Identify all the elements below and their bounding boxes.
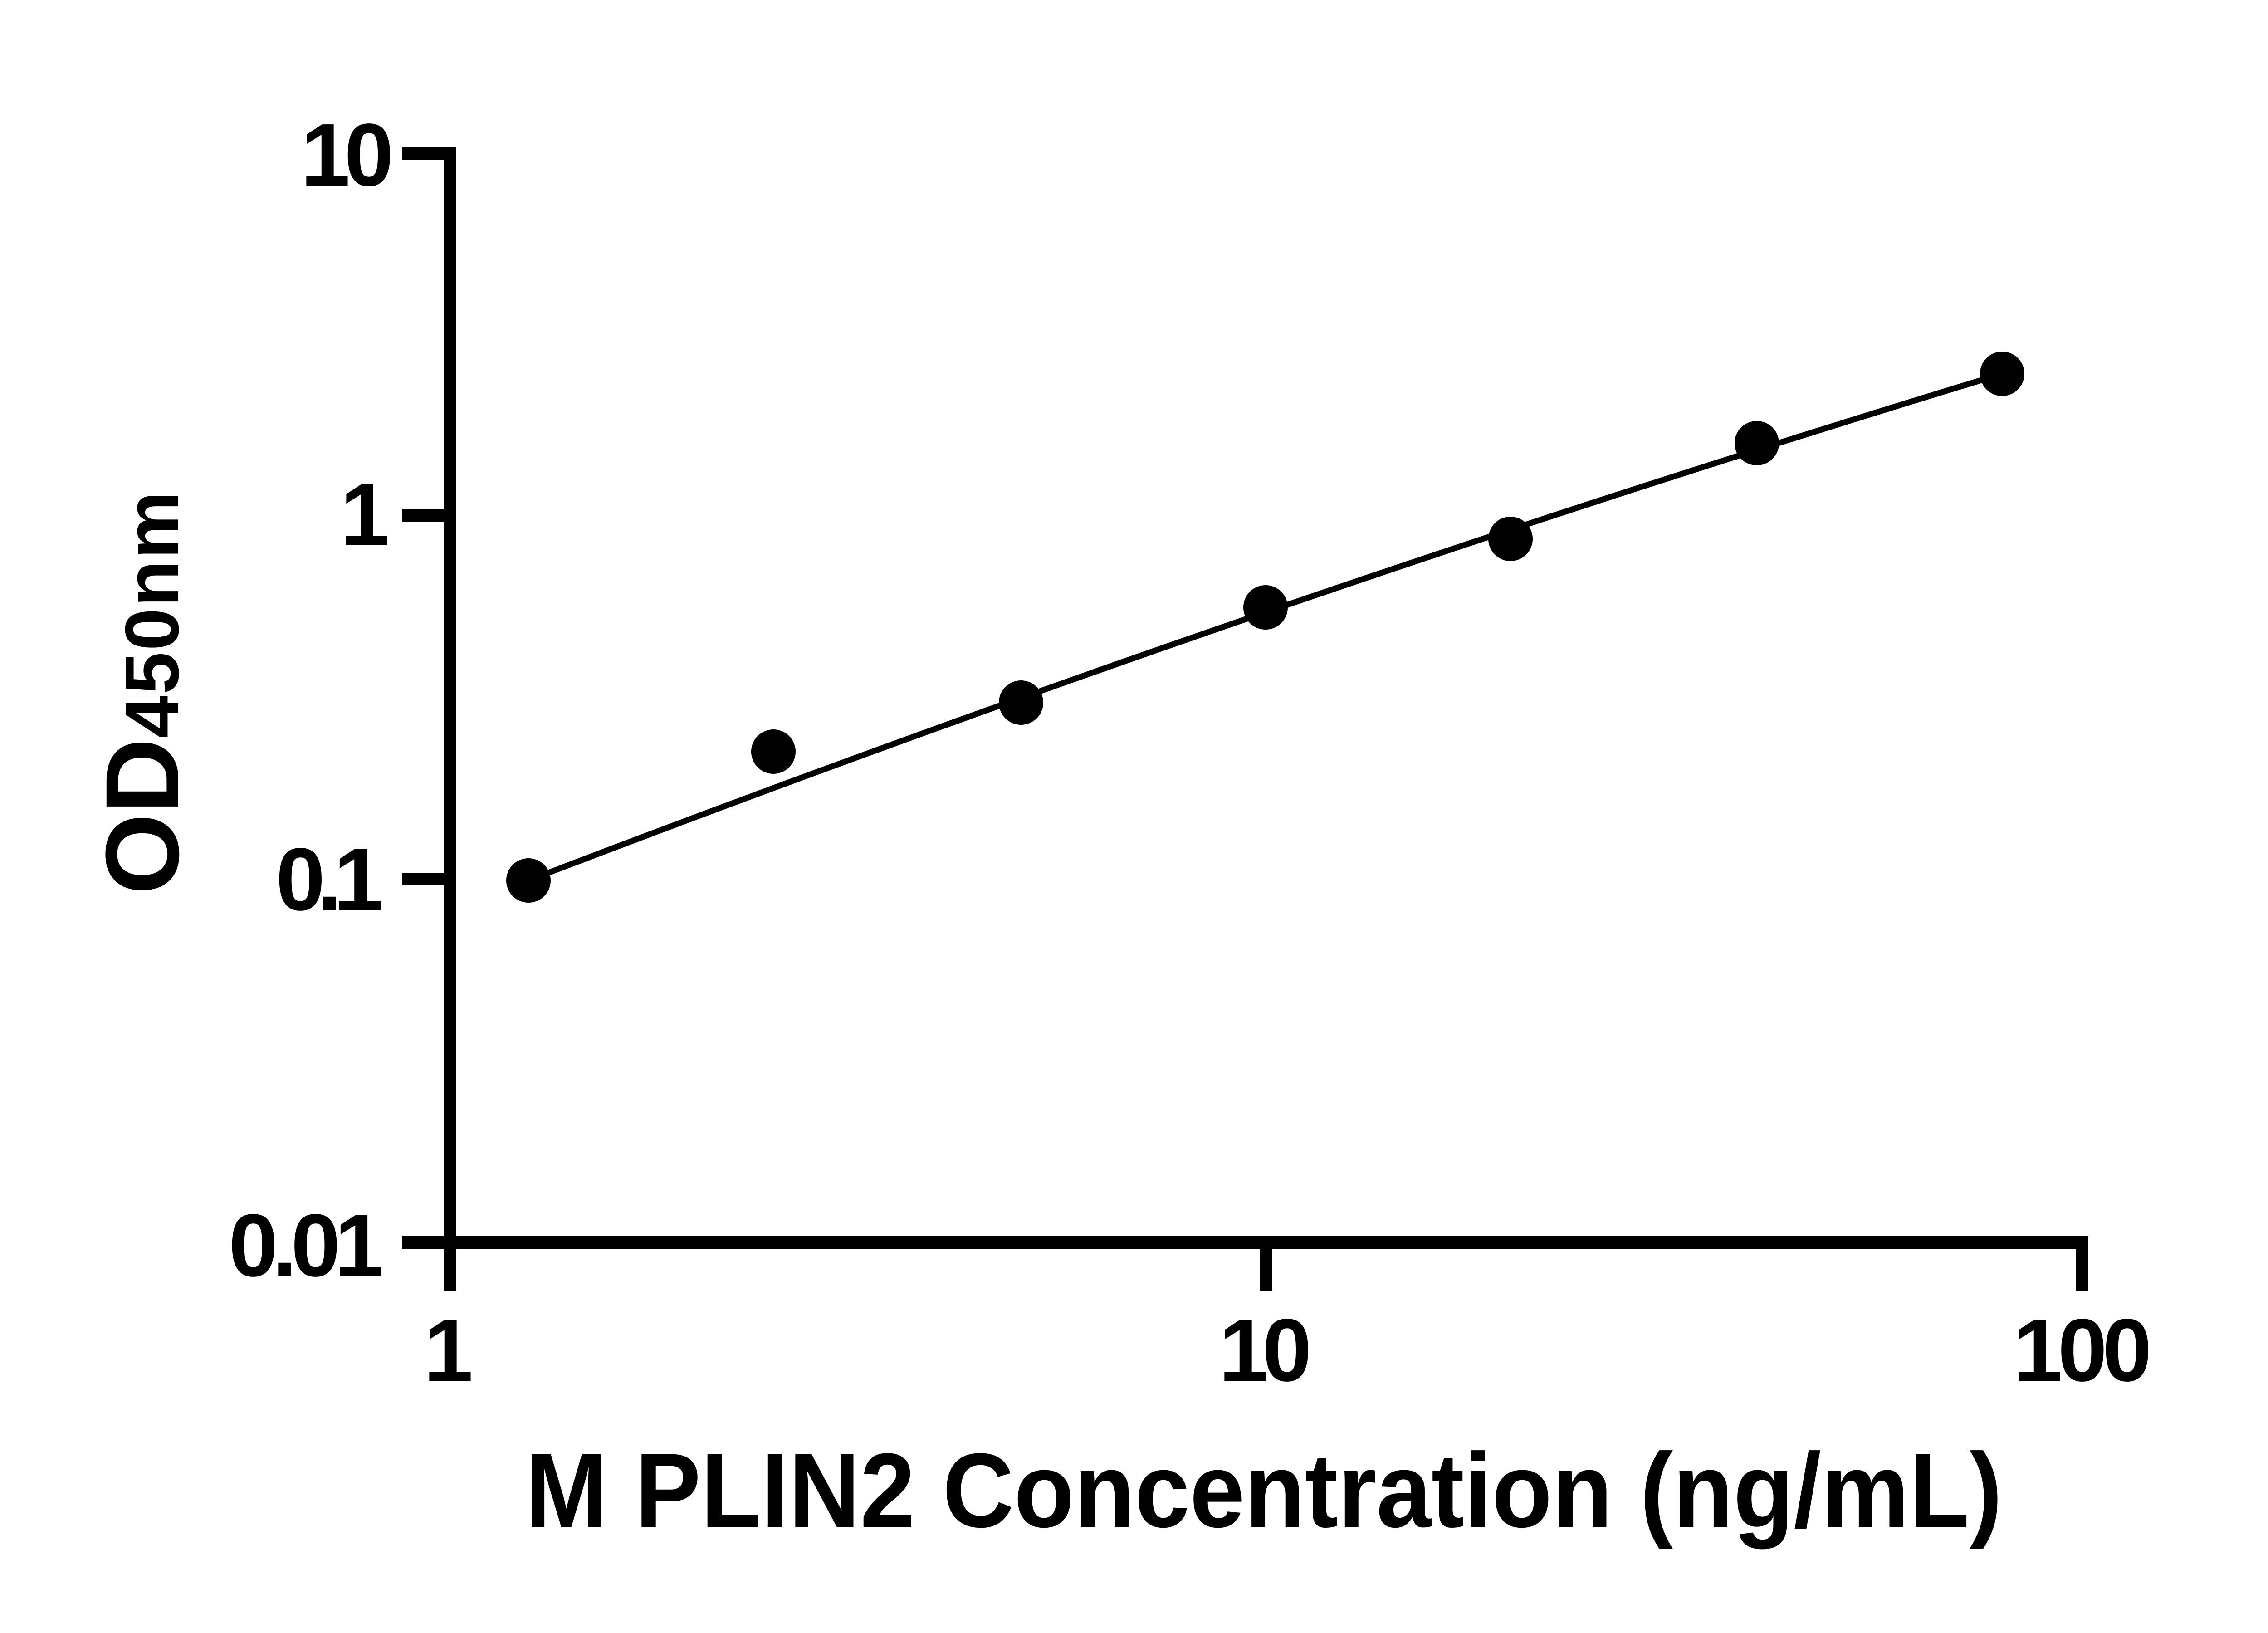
- svg-text:0.1: 0.1: [276, 830, 381, 929]
- svg-text:1: 1: [340, 465, 390, 564]
- svg-text:10: 10: [301, 105, 390, 205]
- svg-text:10: 10: [1219, 1301, 1308, 1400]
- svg-text:M PLIN2 Concentration (ng/mL): M PLIN2 Concentration (ng/mL): [525, 1431, 2003, 1549]
- svg-text:1: 1: [424, 1301, 473, 1400]
- svg-text:100: 100: [2013, 1301, 2148, 1400]
- svg-text:0.01: 0.01: [229, 1196, 381, 1295]
